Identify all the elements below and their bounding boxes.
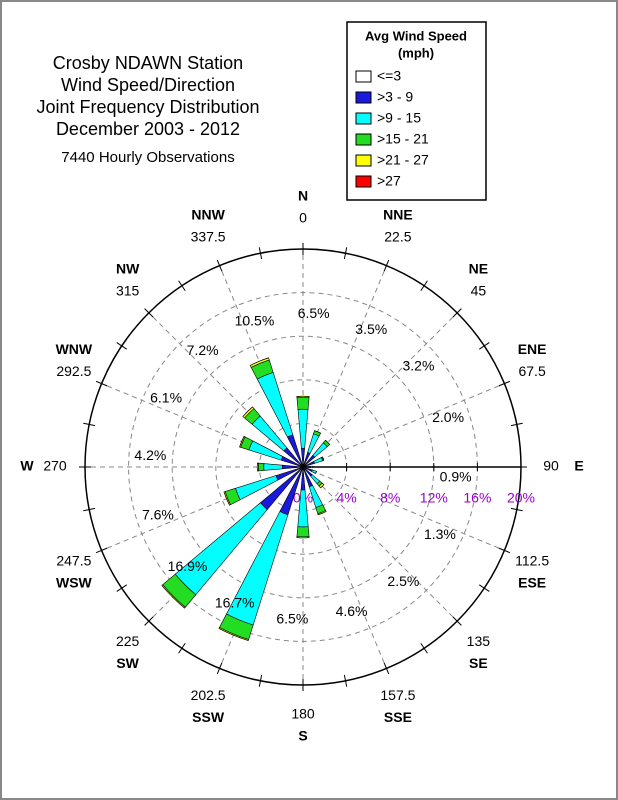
direction-label: 10.5% [235,313,275,329]
legend-label: >27 [377,173,401,189]
angle-label: 202.5 [191,687,226,703]
angle-label: 45 [471,282,487,298]
compass-label: S [298,728,307,744]
compass-label: NNW [191,207,225,223]
compass-label: SE [469,655,488,671]
angle-label: 67.5 [518,363,545,379]
angle-label: 225 [116,633,140,649]
chart-title: December 2003 - 2012 [56,119,240,139]
angle-label: 247.5 [56,553,91,569]
direction-label: 16.7% [215,595,255,611]
angle-label: 0 [299,210,307,226]
legend-swatch [355,175,372,188]
direction-label: 16.9% [168,558,208,574]
chart-subtitle: 7440 Hourly Observations [61,149,234,166]
wedge-segment [310,465,314,469]
legend-box [346,21,487,201]
angle-label: 315 [116,282,140,298]
direction-label: 3.5% [355,321,387,337]
compass-label: SW [116,655,139,671]
direction-label: 6.5% [276,610,308,626]
legend-label: >3 - 9 [377,89,413,105]
angle-label: 180 [291,706,315,722]
wedge-segment [250,357,269,366]
spoke [302,383,505,468]
angle-label: 157.5 [380,687,415,703]
direction-label: 2.5% [387,573,419,589]
compass-label: N [298,188,308,204]
legend-title: Avg Wind Speed [365,28,467,43]
chart-title: Crosby NDAWN Station [53,53,243,73]
spoke [302,466,458,622]
legend-title: (mph) [398,45,434,60]
legend-label: >9 - 15 [377,110,421,126]
compass-label: ENE [518,341,547,357]
direction-label: 2.0% [432,409,464,425]
direction-label: 3.2% [403,357,435,373]
r-tick-label: 20% [507,490,535,506]
spoke [302,312,458,468]
wedge-segment [161,585,185,609]
wedge-segment [218,628,249,641]
r-tick-label: 8% [380,490,400,506]
legend-label: >21 - 27 [377,152,429,168]
direction-label: 0.9% [440,468,472,484]
legend-swatch [355,70,372,83]
compass-label: SSW [192,709,225,725]
chart-title: Wind Speed/Direction [61,75,235,95]
compass-label: ESE [518,575,546,591]
wedge-segment [296,526,310,538]
legend-swatch [355,154,372,167]
legend-swatch [355,91,372,104]
angle-label: 135 [467,633,491,649]
direction-label: 6.1% [150,389,182,405]
legend-swatch [355,112,372,125]
wedge-segment [296,396,310,410]
compass-label: NNE [383,207,413,223]
compass-label: NE [469,260,488,276]
angle-label: 22.5 [384,229,411,245]
direction-label: 7.6% [142,506,174,522]
legend-swatch [355,133,372,146]
direction-label: 6.5% [298,305,330,321]
direction-label: 4.2% [134,447,166,463]
compass-label: WNW [56,341,93,357]
wedge-segment [258,462,265,472]
compass-label: WSW [56,575,93,591]
direction-label: 4.6% [336,603,368,619]
r-tick-label: 16% [463,490,491,506]
spoke [302,466,505,551]
angle-label: 270 [43,458,67,474]
angle-label: 90 [543,458,559,474]
compass-label: E [574,458,583,474]
chart-title: Joint Frequency Distribution [36,97,259,117]
legend-label: <=3 [377,68,401,84]
angle-label: 337.5 [191,229,226,245]
compass-label: W [20,458,34,474]
compass-label: SSE [384,709,412,725]
direction-label: 7.2% [187,342,219,358]
angle-label: 112.5 [515,553,549,569]
wedge-segment [242,406,253,417]
compass-label: NW [116,260,140,276]
angle-label: 292.5 [56,363,91,379]
r-tick-label: 12% [420,490,448,506]
wedge-segment [315,471,317,474]
r-tick-label: 4% [336,490,356,506]
direction-label: 1.3% [424,526,456,542]
legend-label: >15 - 21 [377,131,429,147]
